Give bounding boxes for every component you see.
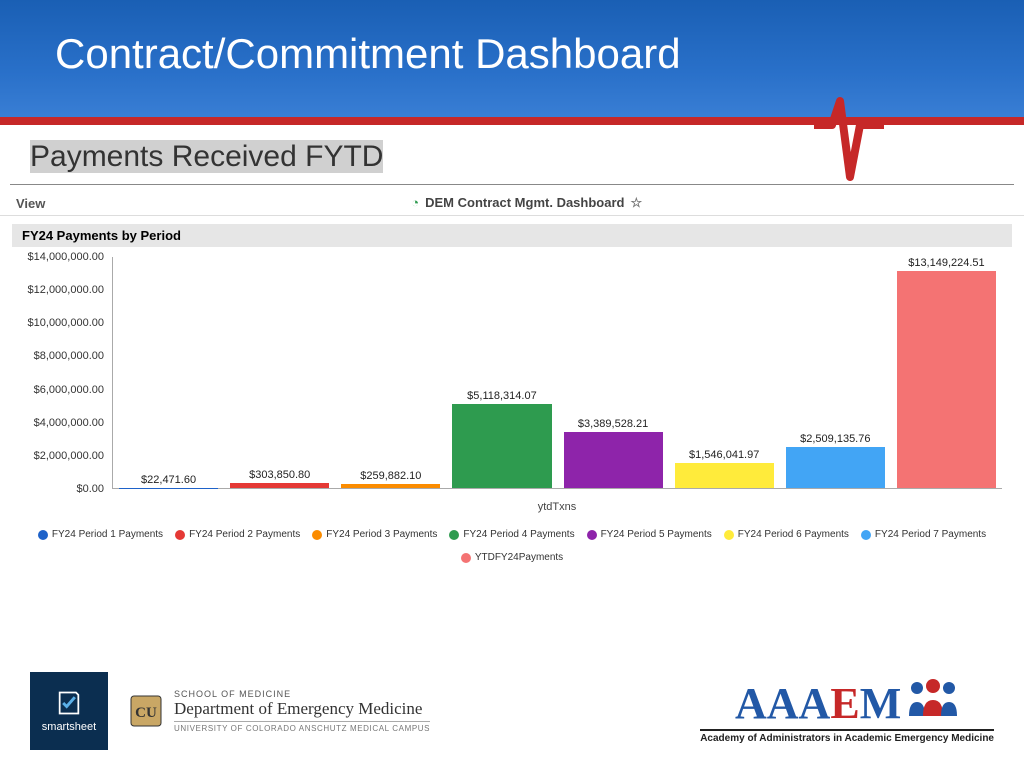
bar-slot: $13,149,224.51	[891, 257, 1002, 488]
y-tick: $0.00	[76, 483, 104, 495]
legend-item[interactable]: FY24 Period 7 Payments	[861, 529, 986, 540]
bar[interactable]	[341, 484, 440, 488]
bar-value-label: $1,546,041.97	[689, 449, 759, 461]
dashboard-title-bar: ◔ DEM Contract Mgmt. Dashboard ☆	[45, 195, 1008, 211]
y-tick: $4,000,000.00	[34, 417, 104, 429]
people-icon	[907, 678, 959, 718]
legend-label: FY24 Period 2 Payments	[189, 529, 300, 540]
legend-item[interactable]: FY24 Period 4 Payments	[449, 529, 574, 540]
legend-swatch	[449, 530, 459, 540]
bar-slot: $2,509,135.76	[780, 257, 891, 488]
legend-swatch	[38, 530, 48, 540]
legend-item[interactable]: YTDFY24Payments	[461, 552, 563, 563]
bar-slot: $259,882.10	[335, 257, 446, 488]
chart-x-label: ytdTxns	[112, 501, 1002, 513]
bar-value-label: $3,389,528.21	[578, 418, 648, 430]
view-menu[interactable]: View	[16, 196, 45, 211]
favorite-star-icon[interactable]: ☆	[630, 195, 642, 210]
legend-item[interactable]: FY24 Period 1 Payments	[38, 529, 163, 540]
chart-plot-area: $22,471.60 $303,850.80 $259,882.10 $5,118,3…	[112, 257, 1002, 489]
legend-swatch	[312, 530, 322, 540]
bar-value-label: $5,118,314.07	[467, 390, 537, 402]
y-tick: $10,000,000.00	[28, 317, 104, 329]
bar[interactable]	[564, 432, 663, 488]
chart-y-axis: $0.00$2,000,000.00$4,000,000.00$6,000,00…	[12, 257, 108, 489]
y-tick: $12,000,000.00	[28, 284, 104, 296]
aaaem-tagline: Academy of Administrators in Academic Em…	[700, 729, 994, 744]
aaaem-logo: AAAEM Academy of Administrators in Acade…	[700, 678, 994, 744]
chart-legend: FY24 Period 1 Payments FY24 Period 2 Paym…	[0, 519, 1024, 573]
chart-panel-header: FY24 Payments by Period	[12, 224, 1012, 247]
legend-swatch	[461, 553, 471, 563]
cu-line2: Department of Emergency Medicine	[174, 699, 430, 719]
chart-bars: $22,471.60 $303,850.80 $259,882.10 $5,118,3…	[113, 257, 1002, 488]
bar-slot: $1,546,041.97	[669, 257, 780, 488]
legend-label: FY24 Period 6 Payments	[738, 529, 849, 540]
clock-icon: ◔	[411, 195, 419, 210]
legend-swatch	[175, 530, 185, 540]
bar-slot: $5,118,314.07	[446, 257, 557, 488]
legend-item[interactable]: FY24 Period 3 Payments	[312, 529, 437, 540]
dashboard-title: DEM Contract Mgmt. Dashboard	[425, 195, 624, 210]
footer-logos: smartsheet CU SCHOOL OF MEDICINE Departm…	[0, 672, 1024, 750]
bar-value-label: $22,471.60	[141, 474, 196, 486]
legend-label: FY24 Period 5 Payments	[601, 529, 712, 540]
legend-label: FY24 Period 1 Payments	[52, 529, 163, 540]
dashboard-toolbar: View ◔ DEM Contract Mgmt. Dashboard ☆	[0, 191, 1024, 216]
bar-slot: $303,850.80	[224, 257, 335, 488]
legend-item[interactable]: FY24 Period 6 Payments	[724, 529, 849, 540]
cu-dept-logo: CU SCHOOL OF MEDICINE Department of Emer…	[128, 689, 430, 733]
bar[interactable]	[786, 447, 885, 488]
y-tick: $14,000,000.00	[28, 251, 104, 263]
bar[interactable]	[897, 271, 996, 488]
bar[interactable]	[452, 404, 551, 488]
page-title: Contract/Commitment Dashboard	[55, 30, 969, 78]
legend-item[interactable]: FY24 Period 2 Payments	[175, 529, 300, 540]
bar-value-label: $259,882.10	[360, 470, 421, 482]
bar-value-label: $2,509,135.76	[800, 433, 870, 445]
bar[interactable]	[230, 483, 329, 488]
svg-text:CU: CU	[135, 705, 157, 721]
legend-label: FY24 Period 4 Payments	[463, 529, 574, 540]
cu-line1: SCHOOL OF MEDICINE	[174, 689, 430, 699]
legend-swatch	[587, 530, 597, 540]
y-tick: $2,000,000.00	[34, 450, 104, 462]
y-tick: $8,000,000.00	[34, 350, 104, 362]
legend-swatch	[724, 530, 734, 540]
payments-bar-chart: $0.00 $2,000,000.00 $4,000,000.00 $6,000,00…	[12, 249, 1012, 519]
legend-label: FY24 Period 7 Payments	[875, 529, 986, 540]
bar-slot: $3,389,528.21	[558, 257, 669, 488]
bar-slot: $22,471.60	[113, 257, 224, 488]
legend-swatch	[861, 530, 871, 540]
legend-label: YTDFY24Payments	[475, 552, 563, 563]
legend-label: FY24 Period 3 Payments	[326, 529, 437, 540]
ekg-spike-icon	[814, 95, 884, 185]
cu-line3: UNIVERSITY OF COLORADO ANSCHUTZ MEDICAL …	[174, 721, 430, 733]
y-tick: $6,000,000.00	[34, 384, 104, 396]
smartsheet-label: smartsheet	[42, 721, 96, 733]
bar-value-label: $303,850.80	[249, 469, 310, 481]
bar-value-label: $13,149,224.51	[908, 257, 984, 269]
smartsheet-logo: smartsheet	[30, 672, 108, 750]
bar[interactable]	[675, 463, 774, 489]
legend-item[interactable]: FY24 Period 5 Payments	[587, 529, 712, 540]
